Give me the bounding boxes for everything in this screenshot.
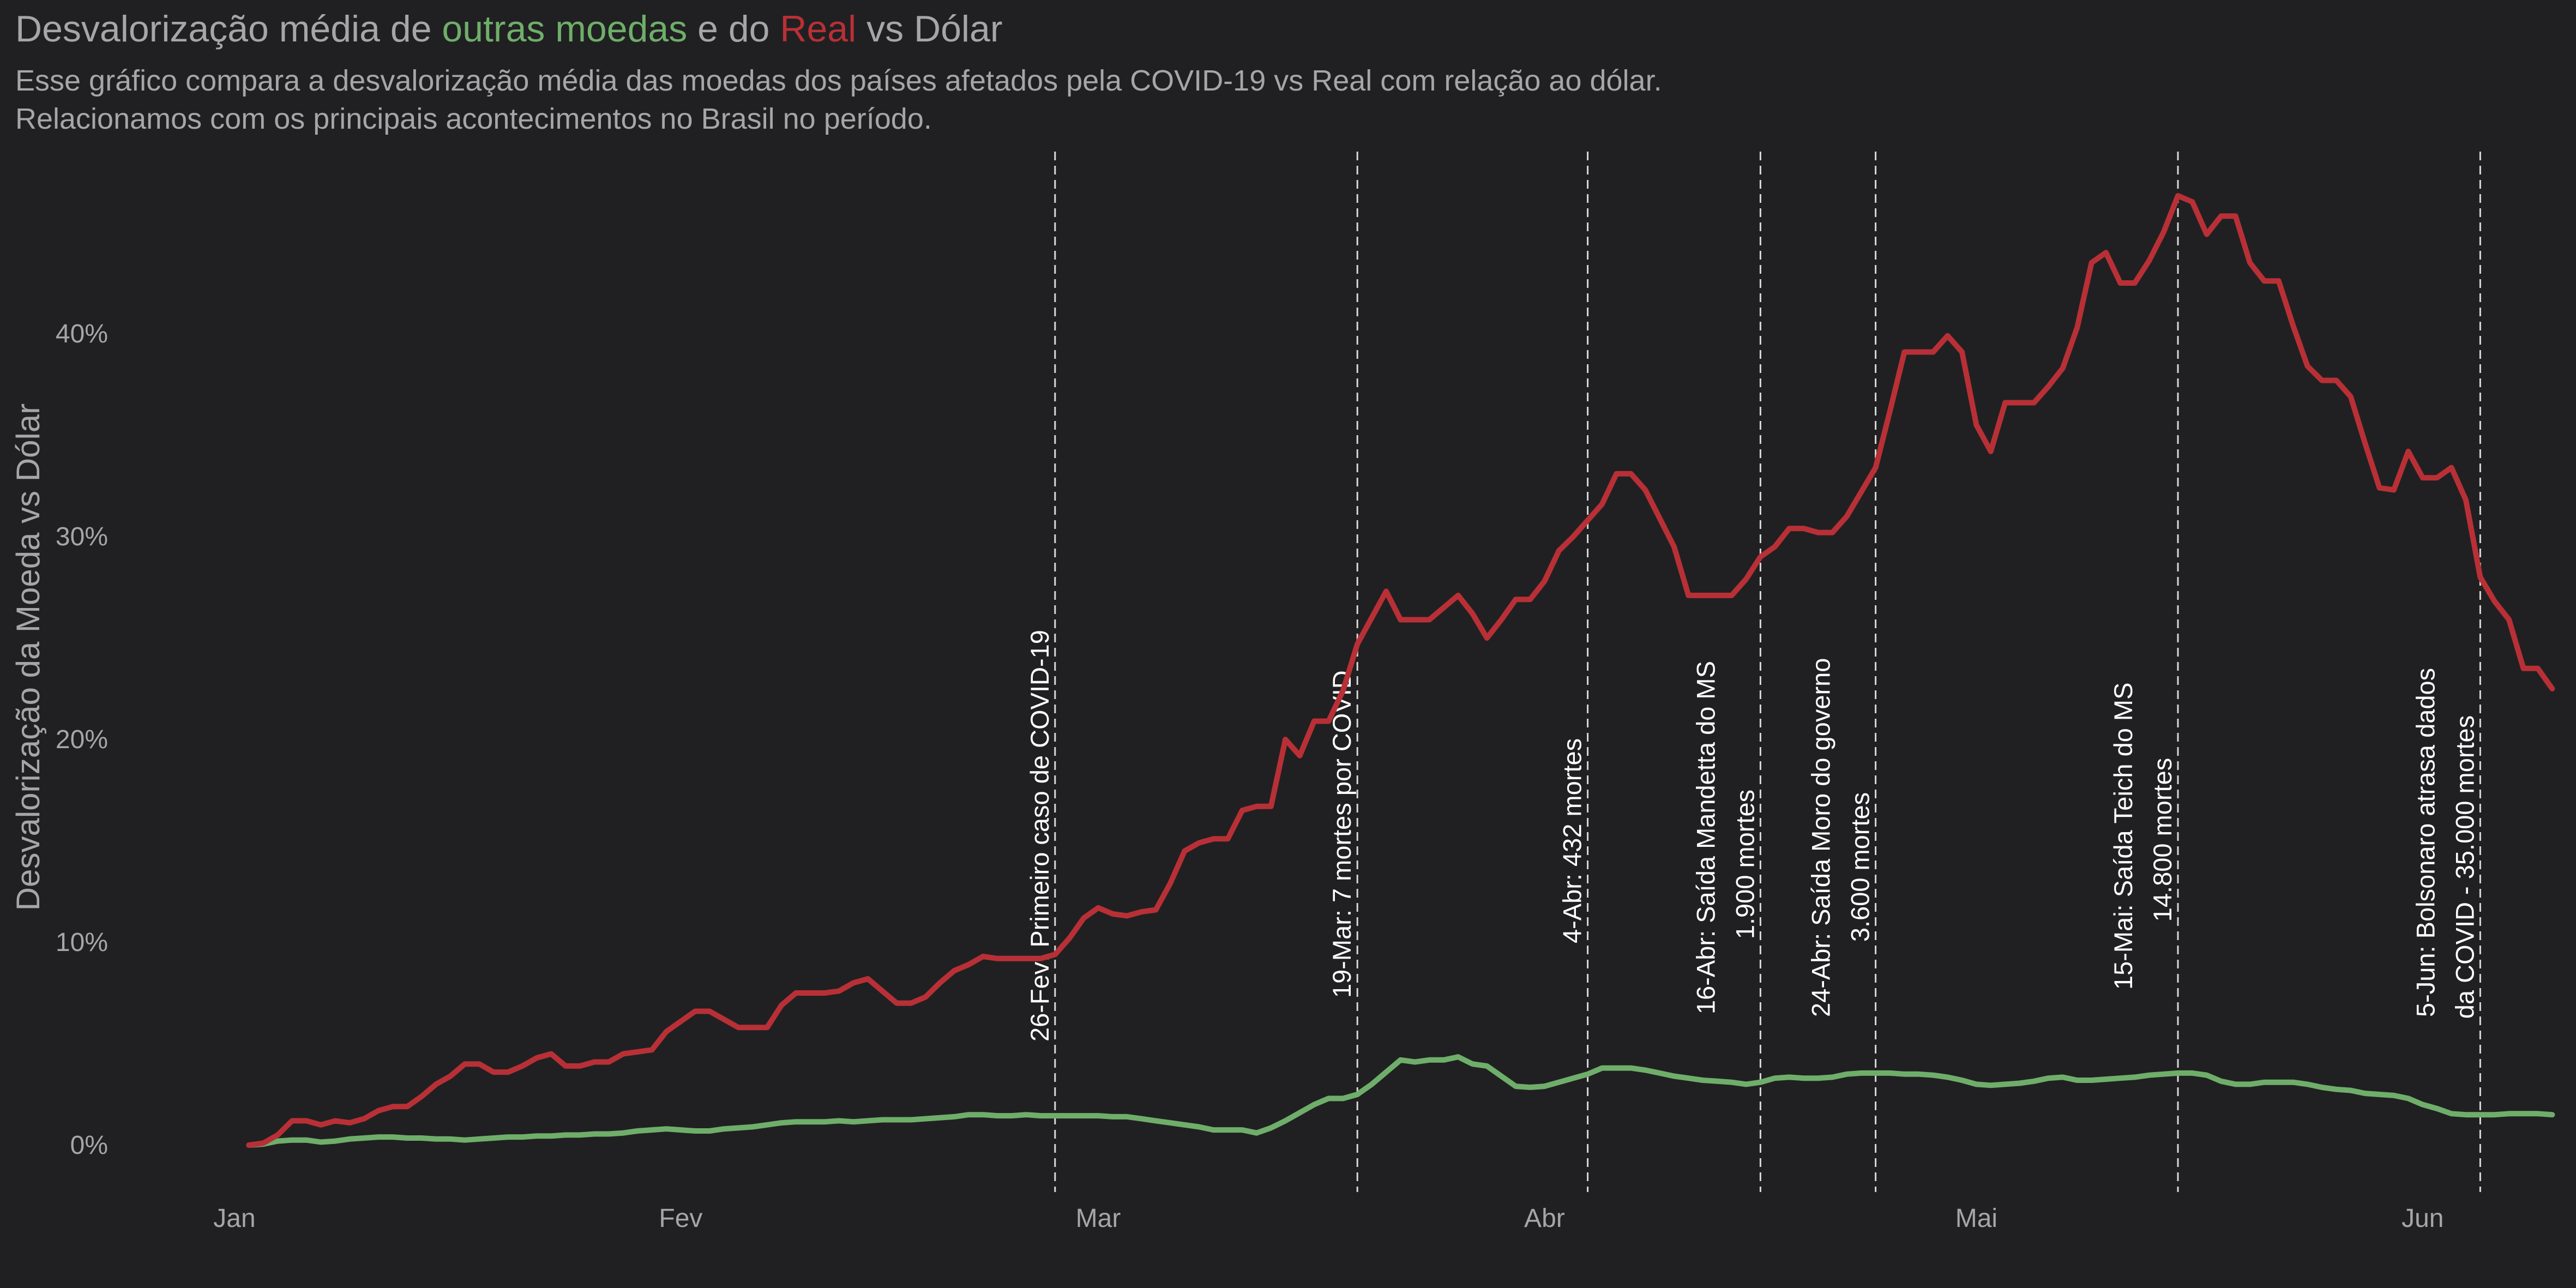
event-label: 26-Fev: Primeiro caso de COVID-19 [1025, 630, 1054, 1042]
x-tick-label: Abr [1524, 1204, 1565, 1233]
event-label: 14.800 mortes [2148, 758, 2177, 922]
y-tick-label: 0% [70, 1131, 108, 1160]
title-part-1: Desvalorização média de [15, 8, 442, 50]
x-axis-ticks: Jan Fev Mar Abr Mai Jun [213, 1204, 2443, 1233]
event-markers: 26-Fev: Primeiro caso de COVID-19 19-Mar:… [1025, 152, 2481, 1192]
series-line-outras-moedas [246, 1054, 2555, 1148]
event-label: 24-Abr: Saída Moro do governo [1807, 658, 1835, 1017]
y-tick-label: 30% [56, 522, 108, 551]
series-lines [246, 193, 2555, 1148]
y-tick-label: 20% [56, 725, 108, 754]
event-label: da COVID - 35.000 mortes [2450, 715, 2479, 1019]
y-axis-label: Desvalorização da Moeda vs Dólar [10, 404, 46, 911]
title-part-3: e do [687, 8, 780, 50]
x-tick-label: Jun [2402, 1204, 2443, 1233]
x-tick-label: Fev [659, 1204, 702, 1233]
x-tick-label: Mai [1955, 1204, 1997, 1233]
x-tick-label: Mar [1076, 1204, 1121, 1233]
chart-title: Desvalorização média de outras moedas e … [15, 8, 1003, 50]
series-line-real [246, 193, 2555, 1148]
title-outras-moedas: outras moedas [442, 8, 687, 50]
y-tick-label: 40% [56, 320, 108, 348]
y-tick-label: 10% [56, 928, 108, 957]
event-label: 3.600 mortes [1846, 792, 1875, 942]
event-label: 4-Abr: 432 mortes [1558, 738, 1587, 943]
y-axis-ticks: 0% 10% 20% 30% 40% [56, 320, 108, 1160]
chart-subtitle-line-1: Esse gráfico compara a desvalorização mé… [15, 64, 1662, 97]
event-label: 1.900 mortes [1730, 790, 1759, 939]
event-label: 5-Jun: Bolsonaro atrasa dados [2411, 668, 2440, 1017]
event-label: 15-Mai: Saída Teich do MS [2109, 683, 2138, 990]
title-part-5: vs Dólar [856, 8, 1002, 50]
x-tick-label: Jan [213, 1204, 255, 1233]
chart-subtitle-line-2: Relacionamos com os principais acontecim… [15, 103, 932, 135]
title-real: Real [780, 8, 856, 50]
event-label: 19-Mar: 7 mortes por COVID [1327, 670, 1356, 998]
event-label: 16-Abr: Saída Mandetta do MS [1691, 661, 1720, 1014]
